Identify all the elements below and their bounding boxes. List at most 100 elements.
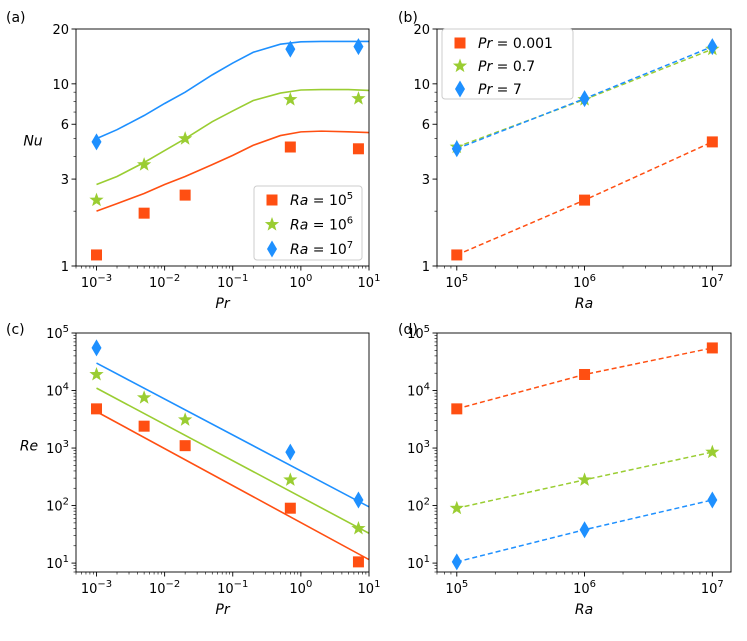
- y-tick-label: 1: [422, 260, 430, 275]
- legend-entry-label: Pr = 0.7: [478, 59, 535, 75]
- x-axis-label: Ra: [575, 602, 593, 618]
- y-tick-label: 105: [407, 324, 430, 342]
- axes-frame: [75, 332, 370, 573]
- data-point-0: [138, 207, 150, 219]
- y-tick-label: 104: [46, 382, 69, 400]
- x-tick-label: 10−1: [217, 579, 248, 597]
- fit-line-2: [96, 40, 369, 140]
- axes-frame: [436, 332, 732, 573]
- data-point-0: [352, 556, 364, 568]
- data-point-1: [351, 520, 366, 535]
- fit-line-1: [96, 88, 369, 186]
- y-tick-label: 20: [413, 23, 430, 38]
- data-point-0: [179, 189, 191, 201]
- y-tick-label: 104: [407, 382, 430, 400]
- x-tick-label: 105: [445, 273, 468, 291]
- panel-a: (a) 10−3 10−2 10−1 100 101 1 3 6 10 20 Pr Nu Ra = 105…: [6, 10, 380, 312]
- data-point-2: [451, 140, 462, 158]
- legend-marker-1: [452, 58, 468, 73]
- y-tick-label: 102: [46, 497, 69, 515]
- legend-box: [253, 185, 363, 261]
- data-point-0: [579, 368, 591, 380]
- y-tick-label: 6: [422, 118, 430, 133]
- y-tick-label: 1: [61, 260, 69, 275]
- x-tick-label: 106: [573, 579, 596, 597]
- data-point-1: [449, 500, 464, 515]
- data-point-0: [91, 403, 103, 415]
- data-point-0: [179, 440, 191, 452]
- legend-box: [441, 28, 574, 100]
- data-point-2: [91, 339, 102, 357]
- fit-line-0: [96, 410, 369, 561]
- x-tick-label: 10−3: [81, 579, 112, 597]
- y-axis-label: Re: [20, 439, 38, 455]
- y-axis-label: Nu: [23, 134, 42, 150]
- data-point-0: [706, 342, 718, 354]
- data-point-1: [89, 366, 104, 381]
- x-axis-label: Pr: [215, 602, 230, 618]
- y-tick-label: 101: [46, 554, 69, 572]
- legend-entry-label: Ra = 105: [290, 191, 353, 209]
- data-point-2: [707, 491, 718, 509]
- legend-marker-1: [264, 217, 280, 231]
- data-point-1: [283, 472, 298, 486]
- data-point-2: [285, 40, 296, 58]
- legend-entry-label: Ra = 106: [290, 216, 353, 234]
- legend-entry-label: Pr = 0.001: [478, 36, 553, 52]
- data-point-2: [353, 38, 364, 56]
- data-point-0: [91, 249, 103, 261]
- x-axis-label: Pr: [215, 296, 230, 312]
- data-point-2: [91, 133, 102, 151]
- data-point-1: [577, 472, 592, 486]
- data-point-0: [284, 141, 296, 153]
- data-point-2: [579, 521, 590, 539]
- data-point-1: [283, 92, 298, 106]
- data-point-2: [451, 553, 462, 571]
- data-point-2: [353, 491, 364, 509]
- y-tick-label: 10: [52, 78, 69, 93]
- data-point-1: [178, 412, 193, 426]
- x-tick-label: 10−3: [81, 273, 112, 291]
- axes-frame: [75, 28, 370, 267]
- data-point-1: [136, 157, 152, 171]
- x-tick-label: 105: [445, 579, 468, 597]
- legend-marker-0: [266, 194, 278, 206]
- plot-area: [89, 339, 369, 568]
- x-tick-label: 10−1: [217, 273, 248, 291]
- data-point-1: [351, 91, 366, 105]
- x-tick-label: 10−2: [149, 273, 180, 291]
- fit-line-0: [96, 130, 369, 212]
- plot-area: [449, 342, 720, 571]
- data-point-0: [284, 502, 296, 514]
- fit-line-1: [96, 387, 369, 534]
- x-tick-label: 106: [573, 273, 596, 291]
- data-point-0: [451, 249, 463, 261]
- legend: Pr = 0.001 Pr = 0.7 Pr = 7: [441, 28, 574, 100]
- x-tick-label: 107: [701, 579, 724, 597]
- legend-entry-label: Pr = 7: [478, 82, 522, 98]
- data-point-2: [579, 90, 590, 108]
- y-tick-label: 103: [407, 439, 430, 457]
- legend-marker-2: [455, 80, 465, 98]
- data-point-2: [285, 443, 296, 461]
- x-tick-label: 10−2: [149, 579, 180, 597]
- y-tick-label: 10: [413, 78, 430, 93]
- data-point-0: [138, 420, 150, 432]
- y-tick-label: 101: [407, 554, 430, 572]
- panel-label: (a): [6, 10, 26, 26]
- x-tick-label: 101: [358, 273, 381, 291]
- x-tick-label: 101: [358, 579, 381, 597]
- panel-label: (d): [398, 322, 418, 338]
- y-tick-label: 103: [46, 439, 69, 457]
- panel-label: (c): [6, 322, 25, 338]
- x-axis-label: Ra: [575, 296, 593, 312]
- legend-entry-label: Ra = 107: [290, 240, 353, 258]
- data-point-0: [352, 143, 364, 155]
- data-point-1: [136, 390, 152, 404]
- axes-frame: [436, 28, 732, 267]
- panel-label: (b): [398, 10, 418, 26]
- data-point-0: [451, 403, 463, 415]
- fit-line-2: [96, 362, 369, 508]
- x-tick-label: 100: [289, 273, 312, 291]
